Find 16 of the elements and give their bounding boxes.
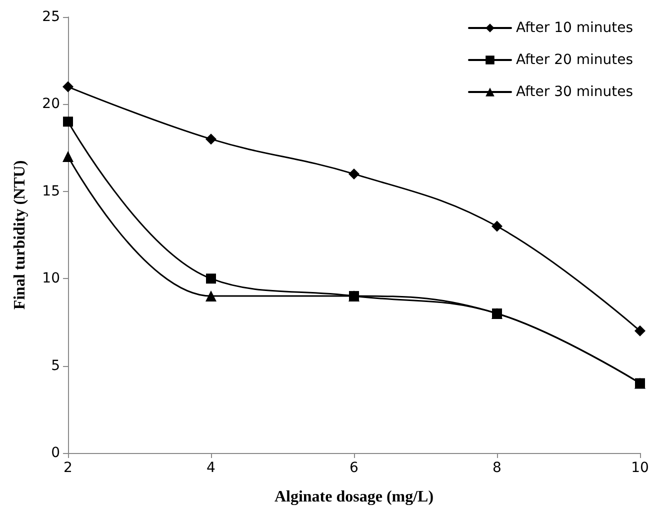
x-tick-label: 6 <box>350 460 359 476</box>
y-tick-label: 15 <box>42 183 60 200</box>
y-tick-label: 5 <box>51 358 60 374</box>
legend-label: After 20 minutes <box>516 52 634 68</box>
y-tick-label: 10 <box>42 270 60 287</box>
x-tick-label: 4 <box>206 460 216 476</box>
x-tick-label: 2 <box>64 460 72 476</box>
x-tick-label: 10 <box>631 460 649 476</box>
y-tick-label: 25 <box>42 9 60 25</box>
y-axis-title: Final turbidity (NTU) <box>12 160 28 310</box>
legend-label: After 30 minutes <box>516 84 634 100</box>
x-tick-label: 8 <box>492 460 502 476</box>
legend-label: After 10 minutes <box>516 20 634 36</box>
y-tick-label: 20 <box>42 96 60 112</box>
x-axis-title: Alginate dosage (mg/L) <box>274 488 434 506</box>
y-tick-label: 0 <box>51 445 60 461</box>
